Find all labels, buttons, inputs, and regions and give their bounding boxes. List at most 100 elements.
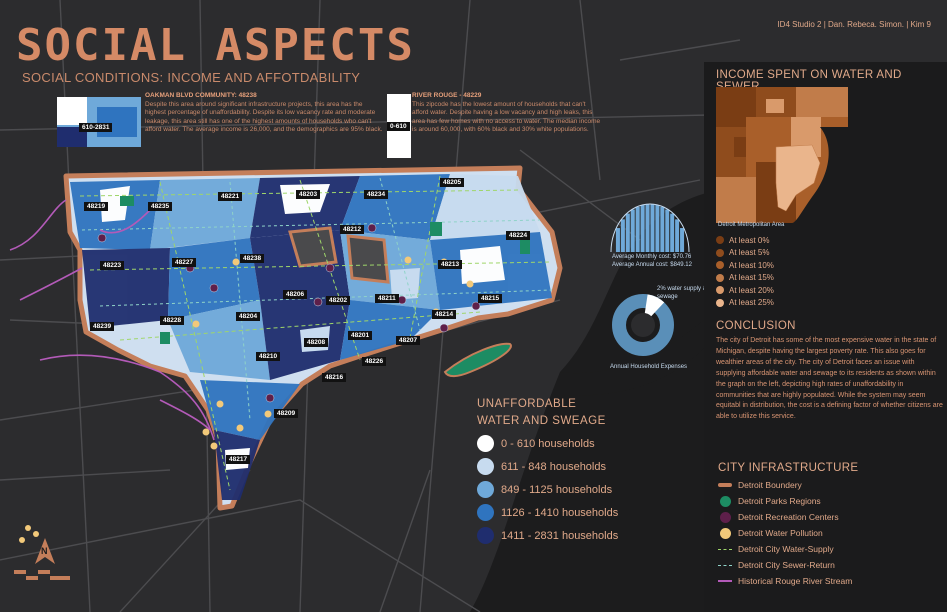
households-swatch bbox=[477, 458, 494, 475]
detroit-river bbox=[470, 190, 720, 612]
callout-right-map: 0-610 bbox=[387, 94, 411, 158]
infrastructure-label: Detroit Recreation Centers bbox=[738, 512, 839, 522]
rouge-river-stream bbox=[9, 199, 215, 441]
infrastructure-label: Historical Rouge River Stream bbox=[738, 576, 853, 586]
callout-right-body: This zipcode has the lowest amount of ho… bbox=[412, 100, 601, 134]
infrastructure-symbol bbox=[718, 511, 732, 523]
zip-label-48234: 48234 bbox=[364, 190, 389, 199]
infrastructure-legend: Detroit Boundery Detroit Parks Regions Det… bbox=[718, 477, 852, 589]
zip-label-48208: 48208 bbox=[304, 338, 329, 347]
income-legend-item: At least 25% bbox=[716, 297, 774, 310]
infrastructure-symbol bbox=[718, 483, 732, 487]
north-arrow-icon bbox=[35, 538, 55, 564]
arc-bar bbox=[620, 219, 625, 252]
infrastructure-item: Detroit Parks Regions bbox=[718, 493, 852, 509]
callout-left: OAKMAN BLVD COMMUNITY: 48238 Despite thi… bbox=[145, 92, 385, 135]
households-item: 0 - 610 households bbox=[477, 432, 618, 455]
arc-bar bbox=[680, 228, 685, 252]
arc-bar bbox=[670, 213, 675, 252]
scale-bar bbox=[14, 570, 70, 580]
income-mini-map bbox=[716, 87, 848, 223]
zip-label-48203: 48203 bbox=[296, 190, 321, 199]
zip-label-48226: 48226 bbox=[362, 357, 387, 366]
zip-label-48212: 48212 bbox=[340, 225, 365, 234]
callout-right-heading: RIVER ROUGE - 48229 bbox=[412, 92, 482, 99]
infrastructure-label: Detroit Boundery bbox=[738, 480, 802, 490]
zip-label-48219: 48219 bbox=[84, 202, 109, 211]
sewer-return-lines bbox=[81, 177, 553, 421]
infrastructure-symbol bbox=[718, 527, 732, 539]
infrastructure-label: Detroit Parks Regions bbox=[738, 496, 821, 506]
income-legend: At least 0% At least 5% At least 10% At lea… bbox=[716, 234, 774, 309]
donut-caption: Annual Household Expenses bbox=[610, 364, 688, 370]
income-legend-item: At least 10% bbox=[716, 259, 774, 272]
legend-swatch bbox=[716, 298, 724, 307]
arc-bar bbox=[660, 206, 665, 252]
zip-label-48206: 48206 bbox=[283, 290, 308, 299]
households-item: 1411 - 2831 households bbox=[477, 524, 618, 547]
arc-bar bbox=[635, 206, 640, 252]
infrastructure-symbol bbox=[718, 495, 732, 507]
arc-outline bbox=[610, 203, 690, 253]
callout-left-range: 610-2831 bbox=[79, 123, 113, 132]
legend-label: At least 5% bbox=[729, 248, 770, 258]
callout-right: RIVER ROUGE - 48229 This zipcode has the… bbox=[412, 92, 602, 135]
expense-arc-caption: Average Monthly cost: $70.76 Average Ann… bbox=[612, 253, 692, 269]
households-title-1: UNAFFORDABLE bbox=[477, 398, 577, 410]
households-swatch bbox=[477, 504, 494, 521]
zip-label-48224: 48224 bbox=[506, 231, 531, 240]
infrastructure-label: Detroit City Water-Supply bbox=[738, 544, 834, 554]
page-subtitle: SOCIAL CONDITIONS: INCOME AND AFFOTDABIL… bbox=[22, 70, 361, 85]
households-label: 611 - 848 households bbox=[501, 460, 606, 473]
infrastructure-item: Detroit Recreation Centers bbox=[718, 509, 852, 525]
zip-label-48223: 48223 bbox=[100, 261, 125, 270]
zip-label-48221: 48221 bbox=[218, 192, 243, 201]
legend-swatch bbox=[716, 261, 724, 270]
income-legend-item: At least 20% bbox=[716, 284, 774, 297]
river-channel bbox=[560, 305, 720, 396]
zip-label-48205: 48205 bbox=[440, 178, 465, 187]
monthly-cost: Average Monthly cost: $70.76 bbox=[612, 254, 692, 260]
households-title-2: WATER AND SWEAGE bbox=[477, 415, 606, 427]
zip-label-48210: 48210 bbox=[256, 352, 281, 361]
expense-arc-chart bbox=[610, 203, 690, 253]
households-swatch bbox=[477, 527, 494, 544]
conclusion-title: CONCLUSION bbox=[716, 320, 796, 332]
arc-bar bbox=[625, 213, 630, 252]
legend-label: At least 25% bbox=[729, 298, 774, 308]
income-legend-item: At least 0% bbox=[716, 234, 774, 247]
infrastructure-item: Detroit Boundery bbox=[718, 477, 852, 493]
zip-label-48217: 48217 bbox=[226, 455, 251, 464]
arc-bar bbox=[640, 204, 645, 252]
infrastructure-item: Detroit City Water-Supply bbox=[718, 541, 852, 557]
callout-left-map: 610-2831 bbox=[57, 97, 141, 147]
income-map-caption: Detroit Metropolitan Area bbox=[718, 222, 785, 228]
callout-left-body: Despite this area around significant inf… bbox=[145, 100, 383, 134]
households-legend: UNAFFORDABLE WATER AND SWEAGE 0 - 610 ho… bbox=[477, 398, 618, 547]
annual-cost: Average Annual cost: $849.12 bbox=[612, 262, 692, 269]
arc-bar bbox=[665, 209, 670, 252]
conclusion-body: The city of Detroit has some of the most… bbox=[716, 337, 943, 421]
income-legend-item: At least 5% bbox=[716, 247, 774, 260]
households-item: 849 - 1125 households bbox=[477, 478, 618, 501]
choropleth bbox=[70, 174, 552, 500]
callout-left-heading: OAKMAN BLVD COMMUNITY: 48238 bbox=[145, 92, 257, 99]
zip-label-48204: 48204 bbox=[236, 312, 261, 321]
zip-label-48238: 48238 bbox=[240, 254, 265, 263]
infrastructure-symbol bbox=[718, 580, 732, 582]
belle-isle bbox=[443, 342, 512, 378]
legend-label: At least 15% bbox=[729, 273, 774, 283]
zip-label-48227: 48227 bbox=[172, 258, 197, 267]
infrastructure-label: Detroit City Sewer-Return bbox=[738, 560, 835, 570]
arc-bar bbox=[655, 204, 660, 252]
households-label: 849 - 1125 households bbox=[501, 483, 613, 496]
right-panel: INCOME SPENT ON WATER AND SEWER Detroit … bbox=[704, 62, 947, 612]
infrastructure-label: Detroit Water Pollution bbox=[738, 528, 823, 538]
zip-label-48216: 48216 bbox=[322, 373, 347, 382]
household-expense-donut bbox=[612, 294, 674, 356]
legend-label: At least 20% bbox=[729, 285, 774, 295]
donut-slice-water bbox=[644, 294, 665, 317]
infrastructure-title: CITY INFRASTRUCTURE bbox=[718, 462, 859, 474]
arc-bar bbox=[645, 204, 650, 252]
households-swatch bbox=[477, 481, 494, 498]
